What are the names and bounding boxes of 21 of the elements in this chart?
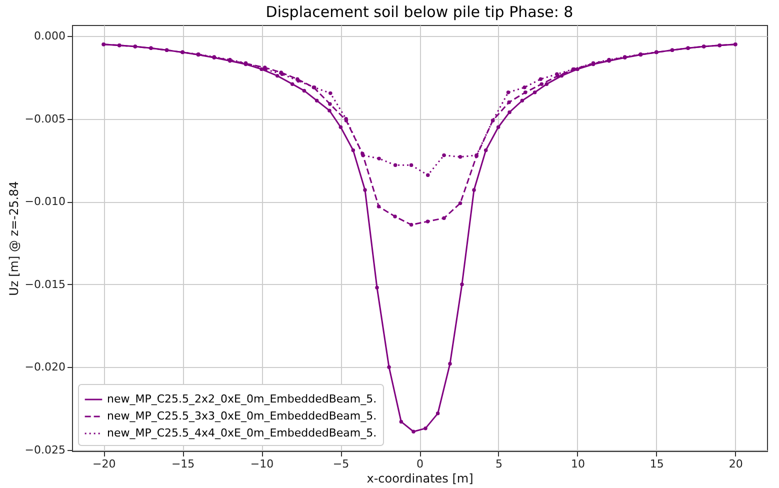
y-tick-label: −0.025 <box>24 443 66 456</box>
x-tick-label: −5 <box>332 458 350 470</box>
legend-label: new_MP_C25.5_4x4_0xE_0m_EmbeddedBeam_5. <box>107 426 377 440</box>
x-tick-label: −10 <box>250 458 274 470</box>
y-tick-label: −0.015 <box>24 278 66 291</box>
x-tick-label: 10 <box>570 458 585 470</box>
x-tick-label: 5 <box>495 458 502 470</box>
x-tick-label: 20 <box>728 458 743 470</box>
y-axis-title: Uz [m] @ z=-25.84 <box>6 181 21 296</box>
x-tick-label: −15 <box>171 458 195 470</box>
y-tick-label: −0.020 <box>24 360 66 374</box>
legend-label: new_MP_C25.5_2x2_0xE_0m_EmbeddedBeam_5. <box>107 392 377 406</box>
y-tick-label: −0.010 <box>24 195 66 208</box>
x-tick-label: 15 <box>650 458 664 470</box>
y-tick-label: 0.000 <box>34 30 66 43</box>
legend-label: new_MP_C25.5_3x3_0xE_0m_EmbeddedBeam_5. <box>107 410 377 422</box>
x-tick-label: −20 <box>92 458 116 470</box>
y-tick-label: −0.005 <box>24 112 66 126</box>
x-axis-title: x-coordinates [m] <box>366 472 474 486</box>
x-tick-label: 0 <box>416 458 424 470</box>
chart-title: Displacement soil below pile tip Phase: 8 <box>266 3 574 21</box>
